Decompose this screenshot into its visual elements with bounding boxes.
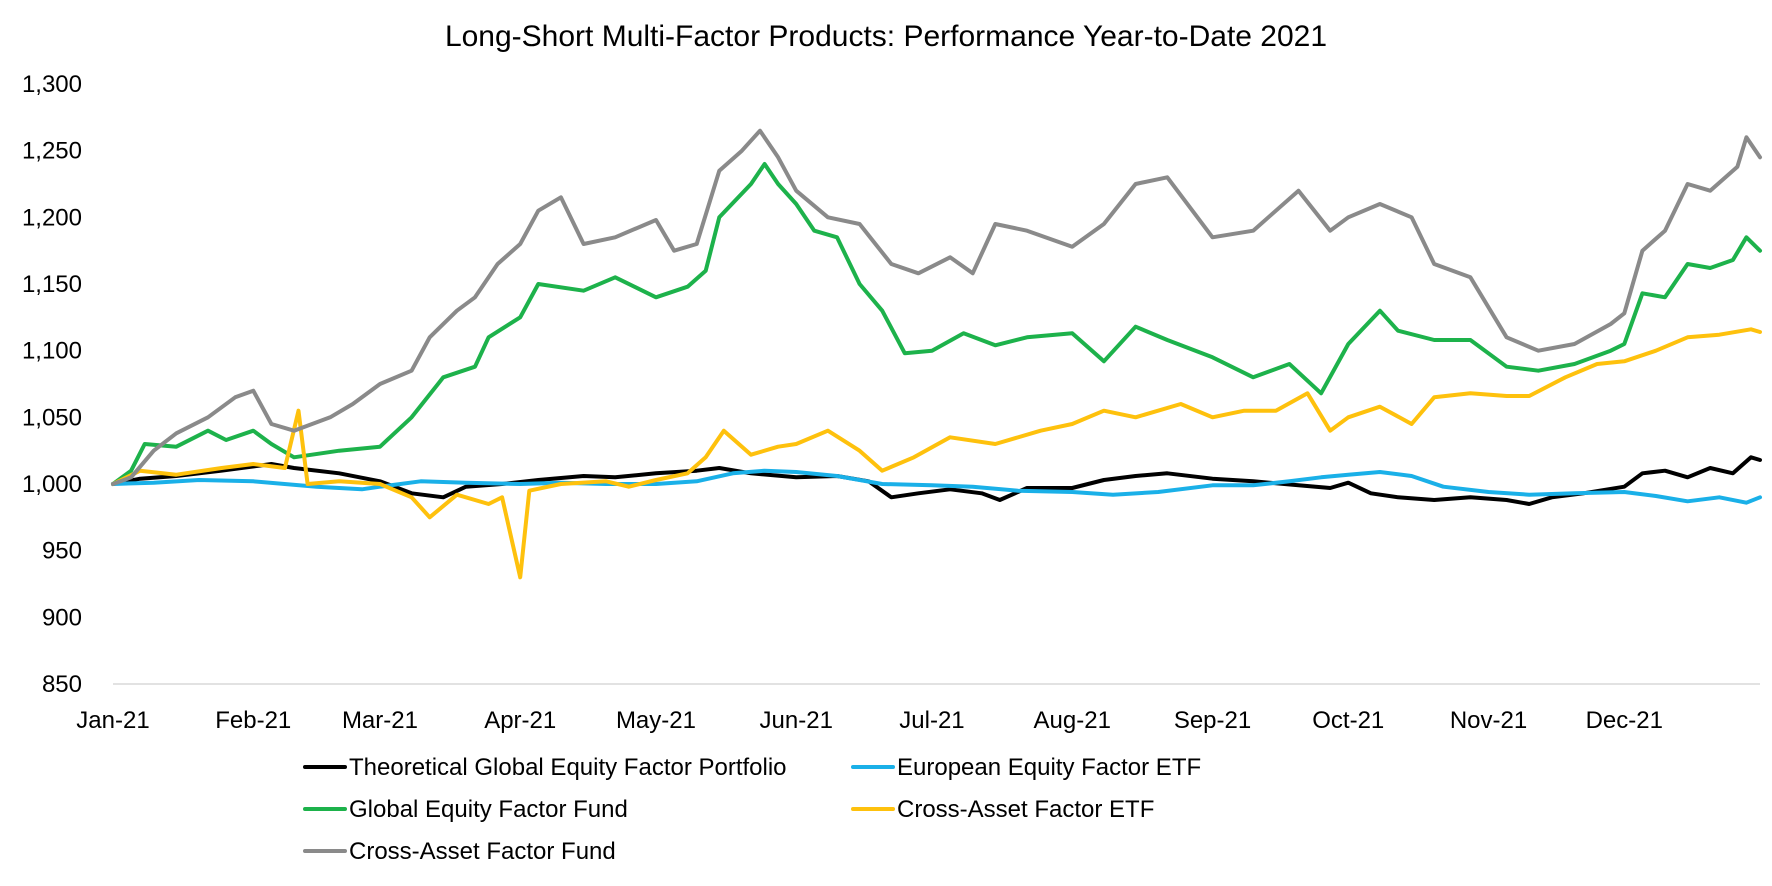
x-tick-label: Sep-21 — [1174, 707, 1251, 734]
y-tick-label: 850 — [42, 671, 82, 698]
x-tick-label: Jan-21 — [76, 707, 149, 734]
y-tick-label: 1,000 — [22, 471, 82, 498]
legend-label: Global Equity Factor Fund — [349, 796, 628, 823]
series-line-2 — [111, 468, 1762, 505]
y-tick-label: 1,100 — [22, 338, 82, 365]
series-line-1 — [111, 455, 1762, 506]
series-line-3 — [111, 162, 1762, 486]
series-line-4 — [111, 327, 1762, 580]
x-tick-label: Jun-21 — [760, 707, 833, 734]
y-tick-label: 900 — [42, 604, 82, 631]
x-tick-label: May-21 — [616, 707, 696, 734]
y-tick-label: 1,200 — [22, 204, 82, 231]
series-line-5 — [111, 128, 1762, 486]
x-tick-label: Feb-21 — [215, 707, 291, 734]
legend-label: Theoretical Global Equity Factor Portfol… — [349, 754, 787, 781]
x-tick-label: Oct-21 — [1312, 707, 1384, 734]
legend-label: Cross-Asset Factor Fund — [349, 838, 616, 865]
legend: Theoretical Global Equity Factor Portfol… — [303, 754, 1201, 865]
y-tick-label: 1,250 — [22, 138, 82, 165]
x-tick-label: Aug-21 — [1034, 707, 1111, 734]
x-tick-label: Jul-21 — [899, 707, 964, 734]
y-tick-label: 1,300 — [22, 71, 82, 98]
x-tick-label: Apr-21 — [484, 707, 556, 734]
series-layer — [111, 128, 1762, 580]
y-tick-label: 1,050 — [22, 404, 82, 431]
x-tick-label: Mar-21 — [342, 707, 418, 734]
x-tick-label: Nov-21 — [1450, 707, 1527, 734]
y-tick-label: 950 — [42, 538, 82, 565]
y-axis: 850 900 950 1,000 1,050 1,100 1,150 1,200 1,250 1… — [22, 71, 82, 698]
x-tick-label: Dec-21 — [1586, 707, 1663, 734]
x-axis: Jan-21 Feb-21 Mar-21 Apr-21 May-21 Jun-21 Jul-… — [76, 683, 1760, 734]
y-tick-label: 1,150 — [22, 271, 82, 298]
chart-title: Long-Short Multi-Factor Products: Perfor… — [445, 20, 1327, 53]
legend-label: Cross-Asset Factor ETF — [897, 796, 1154, 823]
legend-label: European Equity Factor ETF — [897, 754, 1201, 781]
